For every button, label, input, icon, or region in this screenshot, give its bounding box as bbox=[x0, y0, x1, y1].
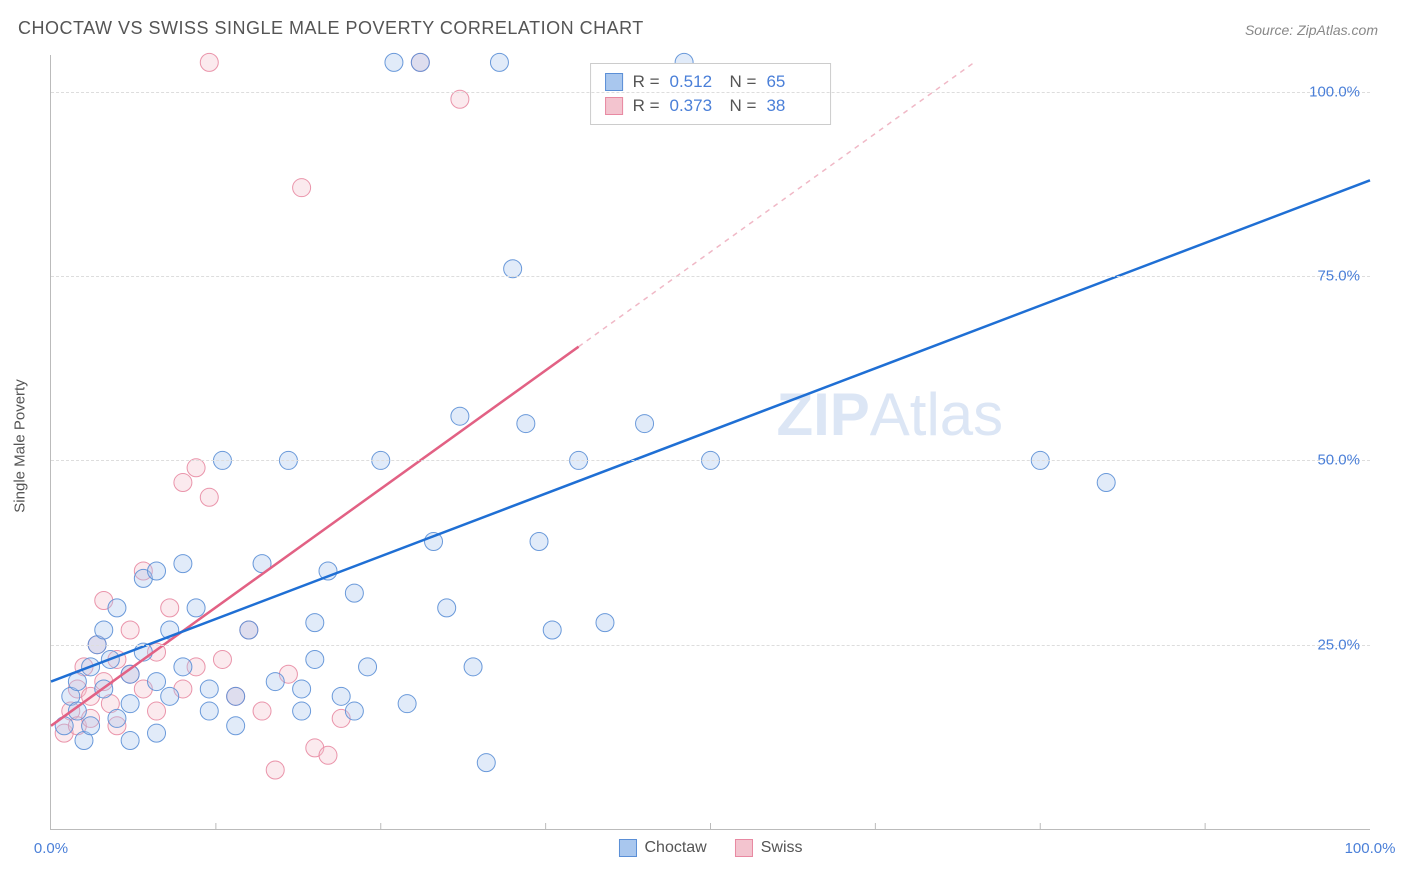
legend-label: Choctaw bbox=[644, 839, 706, 857]
data-point bbox=[148, 702, 166, 720]
legend-item-choctaw: Choctaw bbox=[618, 839, 706, 857]
x-tick-label: 100.0% bbox=[1345, 840, 1396, 857]
stats-legend-row: R = 0.373 N = 38 bbox=[605, 94, 817, 118]
data-point bbox=[411, 53, 429, 71]
r-label: R = bbox=[633, 72, 660, 92]
chart-container: CHOCTAW VS SWISS SINGLE MALE POVERTY COR… bbox=[0, 0, 1406, 892]
data-point bbox=[451, 407, 469, 425]
data-point bbox=[148, 562, 166, 580]
data-point bbox=[200, 53, 218, 71]
swatch-choctaw bbox=[618, 839, 636, 857]
data-point bbox=[464, 658, 482, 676]
data-point bbox=[227, 687, 245, 705]
data-point bbox=[596, 614, 614, 632]
x-tick-label: 0.0% bbox=[34, 840, 68, 857]
data-point bbox=[345, 702, 363, 720]
data-point bbox=[161, 599, 179, 617]
data-point bbox=[306, 614, 324, 632]
data-point bbox=[174, 658, 192, 676]
r-value: 0.373 bbox=[670, 96, 720, 116]
data-point bbox=[108, 599, 126, 617]
series-legend: Choctaw Swiss bbox=[618, 839, 802, 857]
stats-legend-row: R = 0.512 N = 65 bbox=[605, 70, 817, 94]
data-point bbox=[319, 746, 337, 764]
data-point bbox=[398, 695, 416, 713]
gridline bbox=[51, 645, 1370, 646]
data-point bbox=[174, 555, 192, 573]
data-point bbox=[121, 621, 139, 639]
swatch-choctaw bbox=[605, 73, 623, 91]
plot-svg bbox=[51, 55, 1370, 829]
y-tick-label: 100.0% bbox=[1309, 83, 1360, 100]
data-point bbox=[266, 761, 284, 779]
data-point bbox=[636, 415, 654, 433]
data-point bbox=[82, 717, 100, 735]
r-value: 0.512 bbox=[670, 72, 720, 92]
y-tick-label: 50.0% bbox=[1317, 452, 1360, 469]
legend-item-swiss: Swiss bbox=[735, 839, 803, 857]
data-point bbox=[174, 474, 192, 492]
r-label: R = bbox=[633, 96, 660, 116]
y-tick-label: 75.0% bbox=[1317, 268, 1360, 285]
data-point bbox=[213, 650, 231, 668]
data-point bbox=[293, 702, 311, 720]
data-point bbox=[293, 179, 311, 197]
data-point bbox=[200, 488, 218, 506]
data-point bbox=[385, 53, 403, 71]
n-label: N = bbox=[730, 96, 757, 116]
gridline bbox=[51, 460, 1370, 461]
plot-area: ZIPAtlas R = 0.512 N = 65 R = 0.373 N = … bbox=[50, 55, 1370, 830]
data-point bbox=[253, 702, 271, 720]
y-tick-label: 25.0% bbox=[1317, 636, 1360, 653]
legend-label: Swiss bbox=[761, 839, 803, 857]
data-point bbox=[293, 680, 311, 698]
data-point bbox=[306, 650, 324, 668]
data-point bbox=[345, 584, 363, 602]
data-point bbox=[359, 658, 377, 676]
gridline bbox=[51, 92, 1370, 93]
data-point bbox=[490, 53, 508, 71]
y-axis-title: Single Male Poverty bbox=[12, 379, 29, 512]
data-point bbox=[108, 709, 126, 727]
data-point bbox=[95, 621, 113, 639]
data-point bbox=[1097, 474, 1115, 492]
stats-legend: R = 0.512 N = 65 R = 0.373 N = 38 bbox=[590, 63, 832, 125]
swatch-swiss bbox=[605, 97, 623, 115]
data-point bbox=[187, 459, 205, 477]
data-point bbox=[121, 732, 139, 750]
n-value: 65 bbox=[766, 72, 816, 92]
data-point bbox=[332, 687, 350, 705]
data-point bbox=[517, 415, 535, 433]
data-point bbox=[477, 754, 495, 772]
data-point bbox=[121, 695, 139, 713]
swatch-swiss bbox=[735, 839, 753, 857]
n-value: 38 bbox=[766, 96, 816, 116]
data-point bbox=[148, 673, 166, 691]
data-point bbox=[161, 687, 179, 705]
gridline bbox=[51, 276, 1370, 277]
trend-line bbox=[51, 180, 1370, 681]
source-attribution: Source: ZipAtlas.com bbox=[1245, 22, 1378, 38]
n-label: N = bbox=[730, 72, 757, 92]
data-point bbox=[451, 90, 469, 108]
data-point bbox=[438, 599, 456, 617]
chart-title: CHOCTAW VS SWISS SINGLE MALE POVERTY COR… bbox=[18, 18, 644, 39]
data-point bbox=[187, 599, 205, 617]
data-point bbox=[543, 621, 561, 639]
data-point bbox=[148, 724, 166, 742]
data-point bbox=[227, 717, 245, 735]
data-point bbox=[200, 702, 218, 720]
data-point bbox=[266, 673, 284, 691]
data-point bbox=[530, 533, 548, 551]
data-point bbox=[504, 260, 522, 278]
data-point bbox=[200, 680, 218, 698]
data-point bbox=[240, 621, 258, 639]
